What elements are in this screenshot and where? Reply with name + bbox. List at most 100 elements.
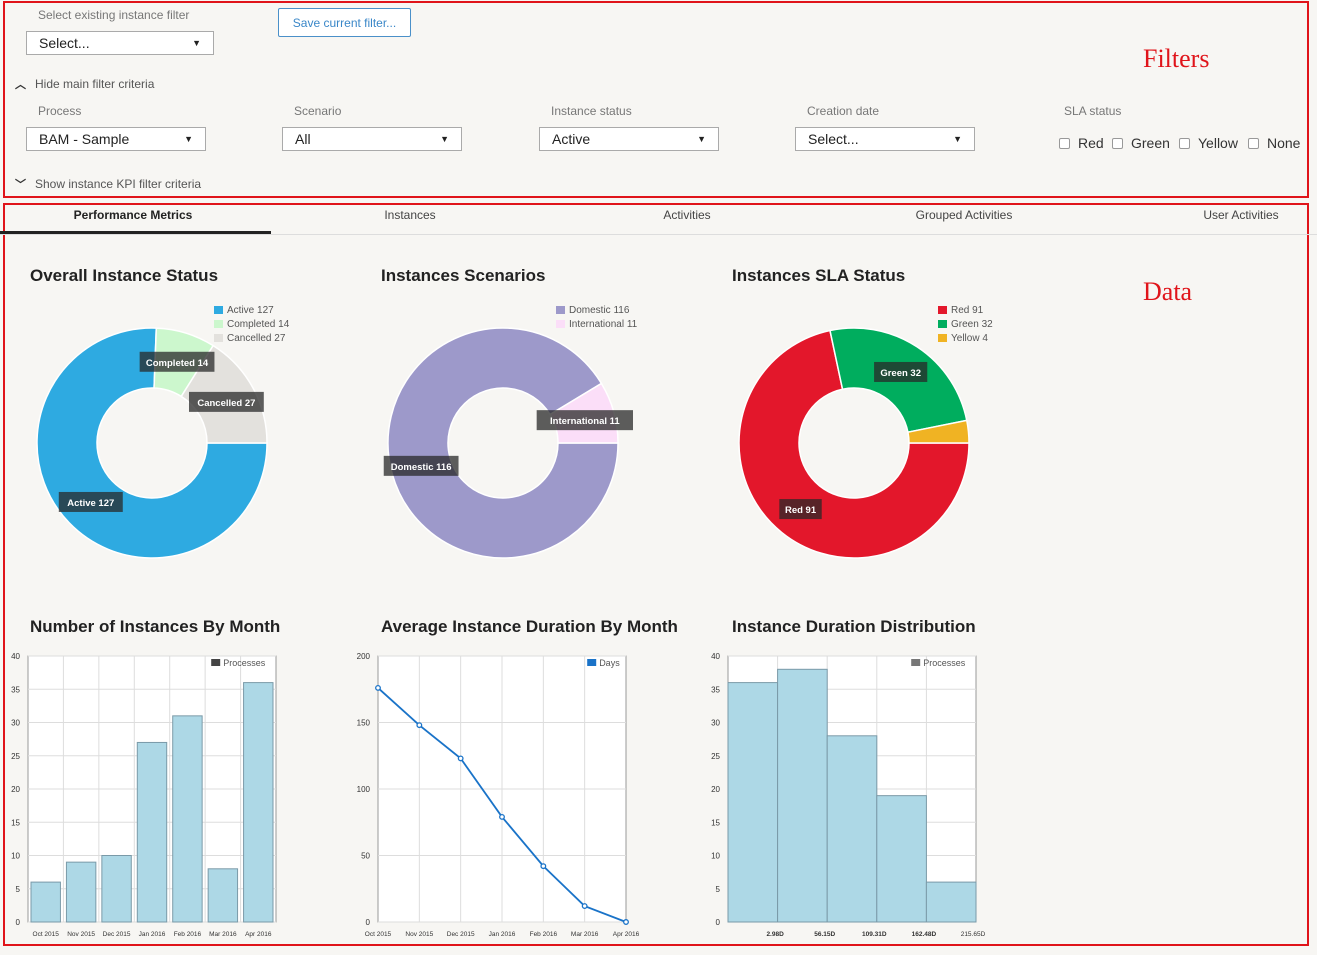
tab-user-activities[interactable]: User Activities (1203, 208, 1279, 222)
tab-activities[interactable]: Activities (663, 208, 711, 222)
point-mar-2016[interactable] (581, 903, 588, 909)
legend-item-international[interactable]: International 11 (556, 317, 637, 331)
x-tick-label: Jan 2016 (139, 931, 166, 938)
hide-main-filter-label: Hide main filter criteria (35, 77, 155, 91)
y-tick-label: 25 (711, 752, 720, 761)
sla-status-donut: Red 91 Green 32 (738, 327, 970, 559)
bar-oct-2015[interactable] (30, 881, 61, 923)
point-dec-2015[interactable] (457, 755, 464, 762)
creation-date-select[interactable]: Select... ▼ (795, 127, 975, 151)
tab-performance-metrics[interactable]: Performance Metrics (73, 208, 193, 222)
sla-yellow-label: Yellow (1198, 135, 1238, 151)
bar-215-65d[interactable] (925, 881, 977, 923)
legend-item-active[interactable]: Active 127 (214, 303, 289, 317)
legend-swatch (938, 334, 947, 342)
bar-dec-2015[interactable] (101, 855, 132, 923)
x-tick-label: Apr 2016 (245, 931, 272, 938)
bar-feb-2016[interactable] (172, 715, 203, 923)
hide-main-filter-toggle[interactable]: ︿ Hide main filter criteria (15, 76, 154, 92)
checkbox-icon[interactable] (1112, 137, 1123, 149)
x-tick-label: Oct 2015 (365, 931, 392, 938)
bar-nov-2015[interactable] (65, 861, 97, 923)
point-jan-2016[interactable] (499, 813, 505, 820)
chevron-down-icon: ▼ (953, 134, 962, 144)
y-tick-label: 25 (11, 752, 20, 761)
legend-swatch (211, 659, 221, 666)
avg-duration-line-chart: 0 50 100 150 200 Oct 2015 Nov 2015 Dec 2015 Jan … (357, 652, 640, 938)
legend-label[interactable]: Days (599, 658, 620, 668)
bar-2-98d[interactable] (727, 682, 779, 923)
checkbox-icon[interactable] (1179, 137, 1190, 149)
slice-domestic[interactable] (387, 327, 619, 559)
tab-grouped-activities[interactable]: Grouped Activities (915, 208, 1013, 222)
svg-text:Active 127: Active 127 (67, 498, 114, 509)
legend-item-green[interactable]: Green 32 (938, 317, 993, 331)
chevron-down-icon: ▼ (192, 38, 201, 48)
point-feb-2016[interactable] (540, 863, 547, 870)
svg-text:Green 32: Green 32 (880, 368, 921, 379)
legend-item-red[interactable]: Red 91 (938, 303, 993, 317)
show-kpi-filter-toggle[interactable]: ﹀ Show instance KPI filter criteria (15, 176, 201, 192)
scenario-label: Scenario (294, 104, 342, 118)
scenarios-title: Instances Scenarios (381, 266, 546, 285)
bar-jan-2016[interactable] (136, 741, 168, 923)
overall-status-legend: Active 127 Completed 14 Cancelled 27 (214, 303, 289, 345)
y-tick-label: 50 (361, 852, 370, 861)
checkbox-icon[interactable] (1248, 137, 1259, 149)
legend-swatch (587, 659, 597, 666)
point-apr-2016[interactable] (623, 919, 629, 925)
x-tick-label: Mar 2016 (209, 931, 237, 938)
data-label-active: Active 127 (58, 491, 123, 512)
legend-swatch (214, 334, 223, 342)
legend-swatch (214, 320, 223, 328)
instance-status-select[interactable]: Active ▼ (539, 127, 719, 151)
bar-mar-2016[interactable] (207, 868, 239, 923)
existing-filter-select[interactable]: Select... ▼ (26, 31, 214, 55)
bar-apr-2016[interactable] (243, 682, 274, 923)
point-oct-2015[interactable] (375, 684, 381, 691)
x-tick-label: 109.31D (862, 931, 887, 938)
chevron-down-icon: ▼ (184, 134, 193, 144)
chevron-down-icon: ▼ (697, 134, 706, 144)
y-tick-label: 30 (11, 719, 20, 728)
bar-162-48d[interactable] (876, 795, 927, 923)
sla-status-title: Instances SLA Status (732, 266, 906, 285)
by-month-title: Number of Instances By Month (30, 617, 281, 636)
legend-item-completed[interactable]: Completed 14 (214, 317, 289, 331)
sla-yellow-checkbox[interactable]: Yellow (1179, 135, 1238, 151)
legend-label: Yellow 4 (951, 332, 988, 344)
x-tick-label: 215.65D (961, 931, 986, 938)
legend-item-yellow[interactable]: Yellow 4 (938, 331, 993, 345)
scenario-value: All (295, 131, 311, 147)
scenarios-donut: Domestic 116 International 11 (383, 327, 633, 559)
instance-status-value: Active (552, 131, 591, 147)
bar-56-15d[interactable] (777, 668, 828, 923)
bar-109-31d[interactable] (826, 735, 878, 923)
save-filter-button[interactable]: Save current filter... (278, 8, 411, 37)
tab-instances[interactable]: Instances (384, 208, 436, 222)
legend-swatch (556, 320, 565, 328)
sla-none-checkbox[interactable]: None (1248, 135, 1300, 151)
process-value: BAM - Sample (39, 131, 130, 147)
sla-red-label: Red (1078, 135, 1104, 151)
slice-yellow[interactable] (907, 419, 970, 444)
x-tick-label: Dec 2015 (447, 931, 475, 938)
data-label-completed: Completed 14 (139, 351, 215, 372)
show-kpi-filter-label: Show instance KPI filter criteria (35, 177, 202, 191)
active-tab-indicator (0, 231, 271, 234)
checkbox-icon[interactable] (1059, 137, 1070, 149)
y-tick-label: 40 (11, 652, 20, 661)
point-nov-2015[interactable] (416, 722, 423, 729)
legend-label: Cancelled 27 (227, 332, 286, 344)
scenario-select[interactable]: All ▼ (282, 127, 462, 151)
data-label-domestic: Domestic 116 (383, 455, 459, 476)
process-select[interactable]: BAM - Sample ▼ (26, 127, 206, 151)
sla-red-checkbox[interactable]: Red (1059, 135, 1104, 151)
legend-item-cancelled[interactable]: Cancelled 27 (214, 331, 289, 345)
legend-item-domestic[interactable]: Domestic 116 (556, 303, 637, 317)
legend-label[interactable]: Processes (923, 658, 966, 668)
sla-green-checkbox[interactable]: Green (1112, 135, 1170, 151)
legend-label[interactable]: Processes (223, 658, 266, 668)
filters-annotation: Filters (1143, 44, 1210, 73)
legend-label: Red 91 (951, 304, 984, 316)
